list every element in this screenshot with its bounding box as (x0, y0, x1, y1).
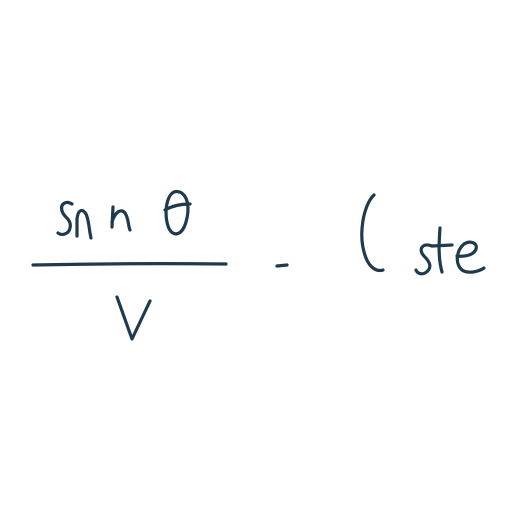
glyph-n (110, 205, 132, 232)
glyph-e (455, 240, 486, 274)
constant-glyphs (360, 193, 486, 276)
glyph-operator-dash (275, 263, 289, 268)
fraction-bar (31, 261, 228, 267)
fraction (31, 190, 228, 341)
glyph-s (56, 200, 74, 236)
glyph-i-n (75, 209, 93, 240)
glyph-c (360, 193, 385, 273)
glyph-t (430, 226, 454, 274)
glyph-s-small (414, 243, 434, 276)
glyph-theta (163, 190, 192, 236)
glyph-v (115, 295, 152, 341)
numerator-glyphs (56, 190, 192, 240)
